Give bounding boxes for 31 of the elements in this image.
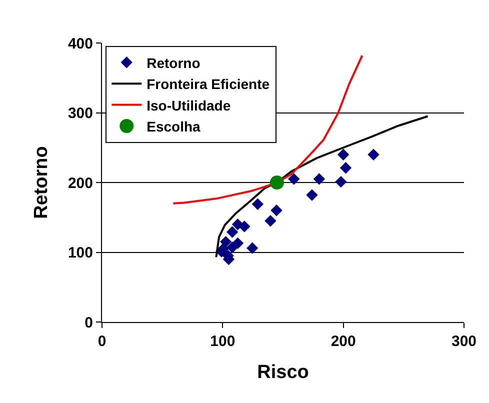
point — [264, 215, 276, 227]
point — [232, 237, 244, 250]
y-tick-label: 200 — [68, 174, 93, 192]
point — [288, 173, 300, 185]
y-axis-title: Retorno — [30, 146, 52, 219]
legend-label: Escolha — [146, 118, 201, 134]
y-tick-label: 300 — [68, 105, 93, 122]
x-tick-label: 300 — [451, 333, 477, 350]
point — [270, 204, 282, 216]
legend-label: Iso-Utilidade — [146, 97, 231, 114]
y-tick-label: 0 — [84, 314, 93, 332]
point — [238, 220, 250, 232]
point — [368, 148, 380, 160]
point — [246, 242, 258, 254]
y-tick-label: 400 — [68, 35, 93, 52]
legend-label: Fronteira Eficiente — [146, 76, 270, 92]
legend-label: Retorno — [146, 54, 200, 71]
point — [340, 162, 352, 174]
x-tick-label: 200 — [330, 333, 356, 350]
y-tick-label: 100 — [68, 244, 93, 262]
point — [335, 176, 347, 188]
point — [220, 236, 232, 248]
point — [337, 148, 350, 160]
x-tick-label: 0 — [98, 333, 106, 350]
x-tick-label: 100 — [210, 333, 236, 350]
point — [226, 226, 238, 238]
point — [306, 189, 318, 201]
point — [252, 198, 264, 210]
x-axis-title: Risco — [257, 362, 309, 383]
point — [313, 173, 326, 185]
point — [270, 176, 284, 190]
